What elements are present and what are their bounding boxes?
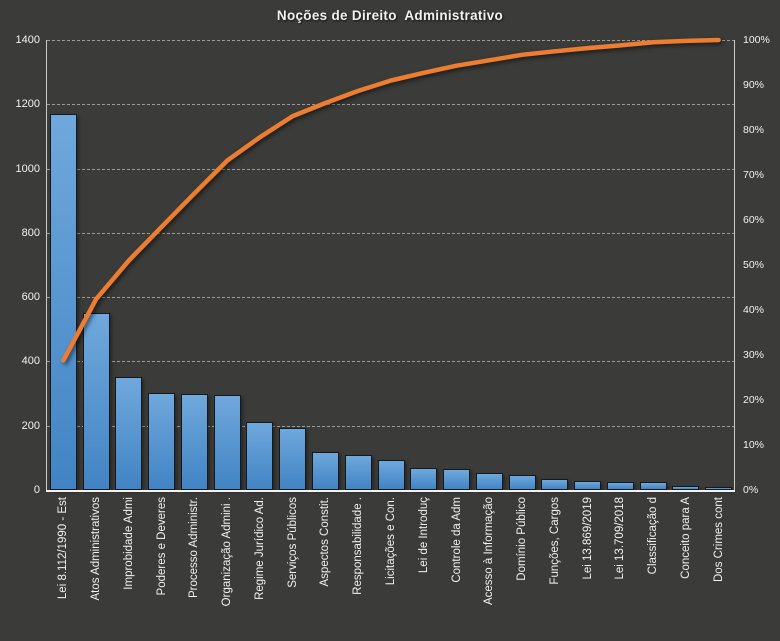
bar-9 [311, 452, 339, 490]
category-label-3: Improbidade Admi [122, 497, 135, 590]
category-label-4: Poderes e Deveres [155, 497, 168, 596]
left-axis-tick-1400: 1400 [15, 34, 40, 46]
category-label-17: Lei 13.869/2019 [581, 497, 594, 580]
left-axis-tick-800: 800 [21, 226, 40, 239]
bar-3 [115, 376, 143, 490]
category-label-14: Acesso à Informação [483, 497, 496, 606]
bar-18 [606, 481, 634, 490]
bar-2 [82, 312, 110, 490]
category-label-19: Classificação d [647, 497, 660, 575]
right-axis-tick-80%: 80% [743, 124, 765, 136]
category-label-12: Lei de Introduç [417, 497, 430, 574]
gridline-1000 [47, 168, 735, 170]
category-label-18: Lei 13.709/2018 [614, 497, 627, 580]
left-axis-tick-0: 0 [33, 484, 40, 496]
chart-title: Noções de Direito Administrativo [276, 8, 504, 23]
bar-6 [213, 394, 241, 490]
right-axis-tick-70%: 70% [743, 169, 765, 181]
bar-15 [508, 475, 536, 490]
bar-5 [180, 393, 208, 490]
right-axis-tick-50%: 50% [743, 259, 765, 271]
bar-21 [705, 487, 733, 490]
left-axis-tick-200: 200 [21, 419, 40, 432]
gridline-1400 [47, 40, 735, 41]
category-label-15: Domínio Público [516, 497, 529, 581]
gridline-800 [47, 232, 735, 234]
right-axis-tick-20%: 20% [743, 394, 765, 406]
bar-8 [279, 427, 307, 490]
gridline-1200 [47, 104, 735, 106]
right-axis-tick-100%: 100% [743, 34, 770, 46]
right-axis-line [734, 40, 735, 490]
bar-14 [475, 473, 503, 490]
right-axis-tick-60%: 60% [743, 214, 765, 226]
category-label-10: Responsabilidade . [352, 497, 365, 595]
bottom-axis-line [46, 490, 735, 492]
bar-7 [246, 421, 274, 490]
bar-19 [639, 481, 667, 490]
left-axis-tick-600: 600 [21, 291, 40, 304]
category-label-21: Dos Crimes cont [712, 497, 725, 582]
right-axis-tick-40%: 40% [743, 304, 765, 316]
category-label-2: Atos Administrativos [90, 497, 103, 601]
gridline-200 [47, 425, 735, 427]
right-axis-tick-90%: 90% [743, 79, 765, 91]
category-label-11: Licitações e Con. [385, 497, 397, 586]
cumulative-line [61, 37, 721, 363]
left-axis-tick-400: 400 [21, 355, 40, 368]
category-label-1: Lei 8.112/1990 - Est [57, 497, 70, 600]
bar-11 [377, 460, 405, 490]
bar-4 [148, 392, 176, 490]
bar-13 [443, 469, 471, 490]
bar-16 [541, 479, 569, 490]
gridline-600 [47, 297, 735, 299]
category-label-6: Organização Admini . [221, 497, 234, 607]
gridline-400 [47, 361, 735, 363]
bar-1 [49, 113, 77, 490]
left-axis-line [46, 40, 47, 490]
category-label-5: Processo Administr. [188, 497, 201, 598]
right-axis-tick-10%: 10% [743, 439, 765, 451]
bar-12 [410, 467, 438, 490]
bar-10 [344, 454, 372, 490]
right-axis-tick-0%: 0% [743, 484, 759, 496]
category-label-16: Funções, Cargos [548, 497, 561, 585]
category-label-9: Aspectos Constit. [319, 497, 332, 587]
bar-17 [574, 480, 602, 490]
bar-20 [672, 485, 700, 490]
category-label-7: Regime Jurídico Ad. [253, 497, 266, 600]
plot-area [46, 37, 735, 492]
right-axis-tick-30%: 30% [743, 349, 765, 361]
left-axis-tick-1000: 1000 [15, 162, 40, 175]
left-axis-tick-1200: 1200 [15, 98, 40, 111]
category-label-8: Serviços Públicos [286, 497, 299, 588]
category-label-20: Conceito para A [679, 497, 692, 579]
category-label-13: Controle da Adm [450, 497, 463, 583]
